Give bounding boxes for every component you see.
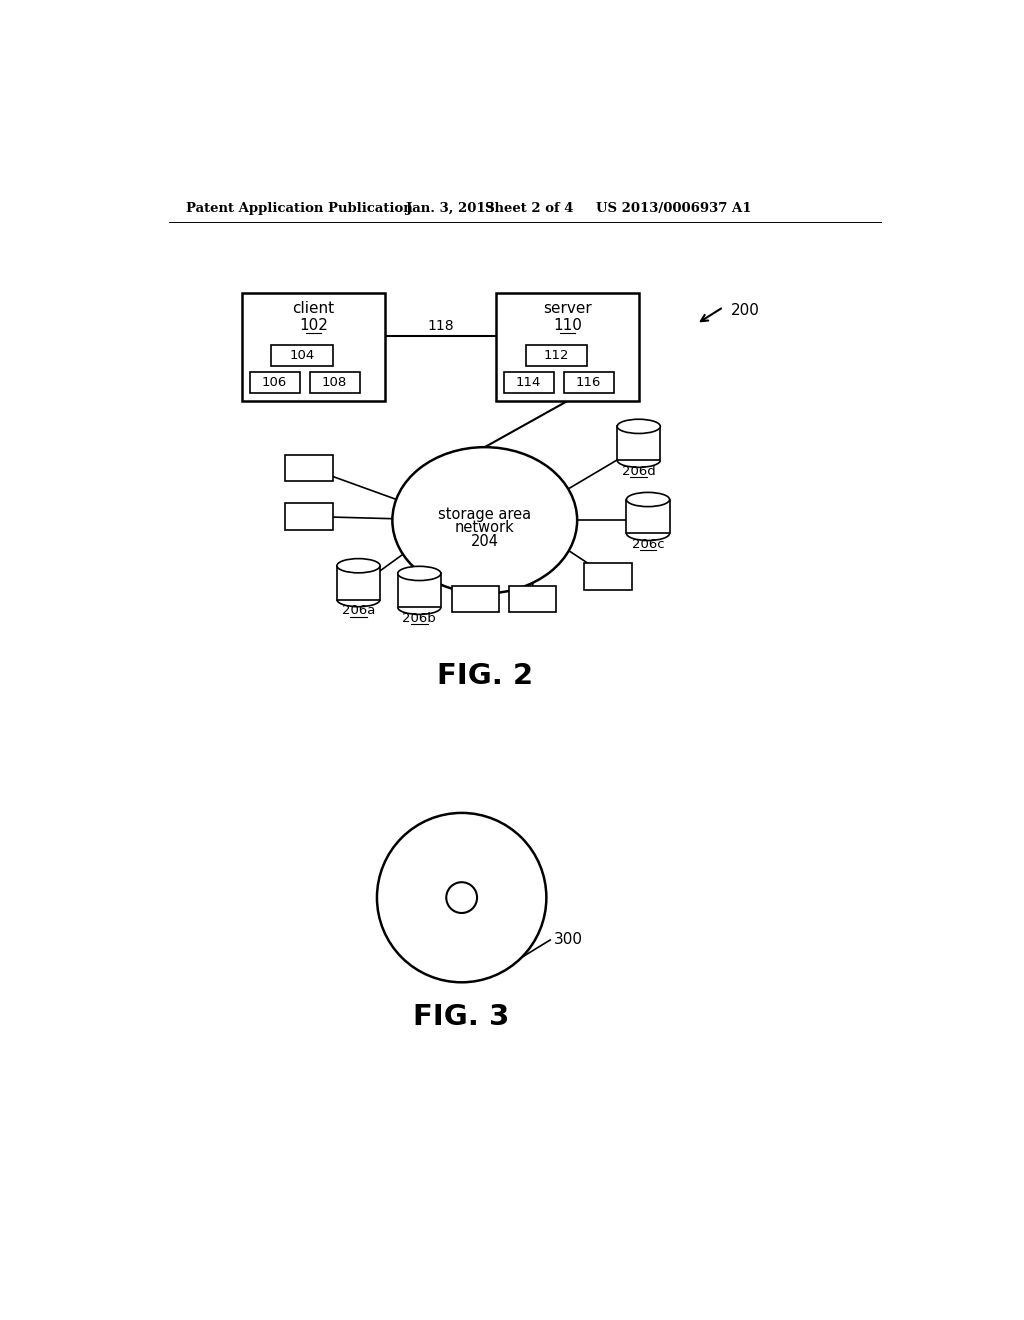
Text: 206b: 206b (402, 611, 436, 624)
Text: server: server (543, 301, 592, 315)
Text: 206d: 206d (622, 465, 655, 478)
Text: Patent Application Publication: Patent Application Publication (186, 202, 413, 215)
Text: 300: 300 (554, 932, 583, 948)
Text: 204: 204 (471, 535, 499, 549)
Bar (286, 503, 333, 529)
Ellipse shape (337, 558, 380, 573)
Text: FIG. 2: FIG. 2 (436, 661, 532, 690)
Text: storage area: storage area (438, 507, 531, 521)
Circle shape (446, 882, 477, 913)
Text: 206c: 206c (632, 537, 665, 550)
Bar (271, 345, 333, 367)
Text: 108: 108 (322, 376, 347, 389)
Bar (250, 372, 300, 393)
Ellipse shape (627, 492, 670, 507)
Text: 106: 106 (262, 376, 287, 389)
Text: 208c: 208c (459, 593, 492, 606)
Text: client: client (293, 301, 335, 315)
Ellipse shape (397, 566, 441, 581)
Text: FIG. 3: FIG. 3 (414, 1003, 510, 1031)
Text: Sheet 2 of 4: Sheet 2 of 4 (484, 202, 573, 215)
Bar (397, 573, 441, 607)
Text: 118: 118 (427, 319, 454, 333)
Bar (564, 372, 614, 393)
Bar (452, 586, 500, 612)
Bar (584, 564, 632, 590)
Bar (617, 426, 660, 461)
Text: 104: 104 (290, 348, 315, 362)
Bar (504, 372, 554, 393)
Text: 102: 102 (299, 318, 328, 333)
Bar (525, 345, 587, 367)
Text: 208e: 208e (591, 570, 625, 583)
Text: 208b: 208b (292, 510, 326, 523)
Text: 116: 116 (577, 376, 601, 389)
Text: 200: 200 (731, 302, 760, 318)
Circle shape (377, 813, 547, 982)
Ellipse shape (617, 420, 660, 433)
Text: network: network (455, 520, 515, 536)
Text: 208d: 208d (516, 593, 549, 606)
Text: 110: 110 (553, 318, 582, 333)
Ellipse shape (392, 447, 578, 594)
Bar (497, 293, 639, 401)
Text: 114: 114 (516, 376, 542, 389)
Bar (337, 566, 380, 599)
Bar (243, 293, 385, 401)
Text: US 2013/0006937 A1: US 2013/0006937 A1 (596, 202, 752, 215)
Text: 206a: 206a (342, 603, 375, 616)
Bar (286, 455, 333, 480)
Bar (509, 586, 556, 612)
Text: 208a: 208a (293, 462, 326, 474)
Bar (310, 372, 360, 393)
Text: 112: 112 (544, 348, 569, 362)
Bar (627, 499, 670, 533)
Text: Jan. 3, 2013: Jan. 3, 2013 (407, 202, 495, 215)
